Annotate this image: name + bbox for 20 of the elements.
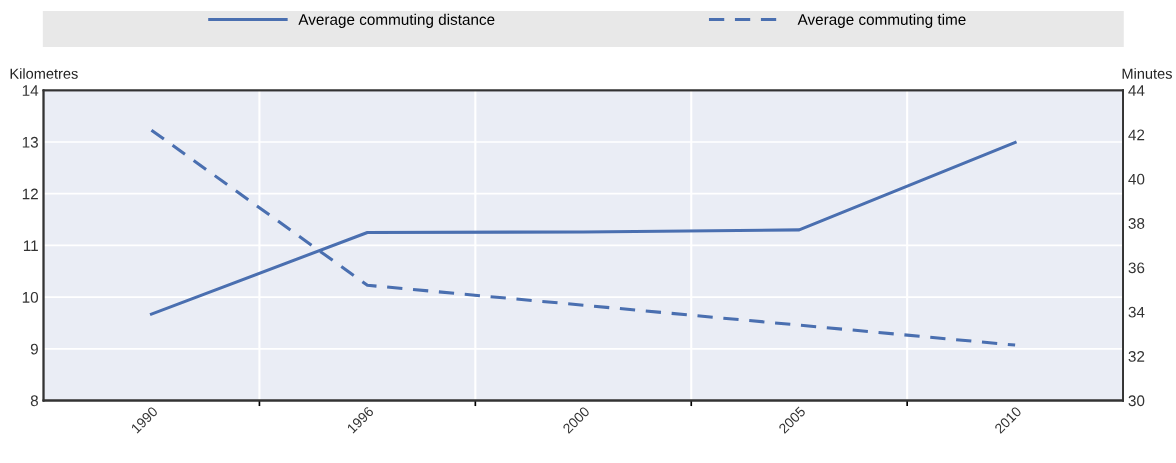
y2-tick-label: 32: [1128, 351, 1145, 362]
y-axis-title: Kilometres: [10, 68, 78, 79]
y2-tick-label: 44: [1128, 85, 1145, 96]
y2-tick-label: 36: [1128, 262, 1145, 274]
y2-tick-label: 38: [1128, 218, 1145, 229]
y-tick-label: 14: [22, 85, 39, 96]
y-tick-label: 9: [30, 343, 38, 355]
line-series: [149, 128, 1017, 347]
y-tick-label: 8: [30, 395, 38, 407]
y2-tick-label: 40: [1128, 173, 1145, 185]
y-tick-label: 10: [22, 291, 39, 303]
legend-label: Average commuting time: [797, 13, 966, 28]
y-tick-label: 11: [23, 240, 38, 251]
y2-axis-title: Minutes: [1122, 68, 1172, 79]
y2-tick-label: 42: [1128, 129, 1145, 141]
y-tick-label: 12: [22, 188, 38, 200]
y2-tick-label: 30: [1128, 395, 1145, 407]
legend-label: Average commuting distance: [298, 13, 495, 28]
y2-tick-label: 34: [1128, 306, 1145, 318]
y-tick-label: 13: [22, 136, 38, 148]
